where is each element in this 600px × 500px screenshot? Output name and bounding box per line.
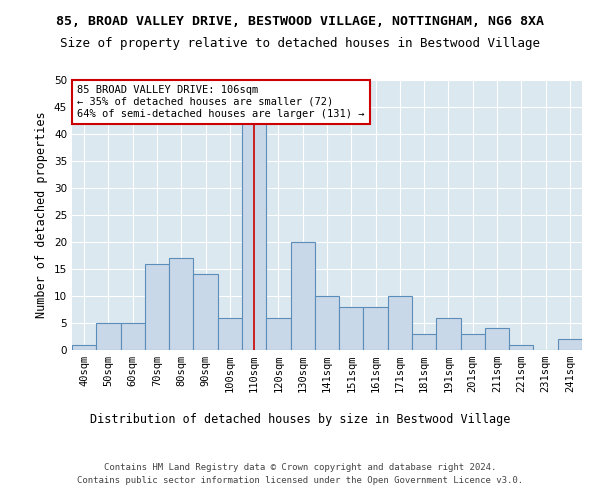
Bar bbox=[339, 307, 364, 350]
Bar bbox=[364, 307, 388, 350]
Bar bbox=[218, 318, 242, 350]
Text: 85, BROAD VALLEY DRIVE, BESTWOOD VILLAGE, NOTTINGHAM, NG6 8XA: 85, BROAD VALLEY DRIVE, BESTWOOD VILLAGE… bbox=[56, 15, 544, 28]
Bar bbox=[558, 339, 582, 350]
Text: Contains HM Land Registry data © Crown copyright and database right 2024.: Contains HM Land Registry data © Crown c… bbox=[104, 462, 496, 471]
Bar bbox=[412, 334, 436, 350]
Bar bbox=[193, 274, 218, 350]
Bar bbox=[242, 96, 266, 350]
Text: Size of property relative to detached houses in Bestwood Village: Size of property relative to detached ho… bbox=[60, 38, 540, 51]
Text: Contains public sector information licensed under the Open Government Licence v3: Contains public sector information licen… bbox=[77, 476, 523, 485]
Bar bbox=[266, 318, 290, 350]
Bar bbox=[72, 344, 96, 350]
Y-axis label: Number of detached properties: Number of detached properties bbox=[35, 112, 49, 318]
Bar bbox=[509, 344, 533, 350]
Bar bbox=[485, 328, 509, 350]
Bar bbox=[96, 323, 121, 350]
Text: 85 BROAD VALLEY DRIVE: 106sqm
← 35% of detached houses are smaller (72)
64% of s: 85 BROAD VALLEY DRIVE: 106sqm ← 35% of d… bbox=[77, 86, 365, 118]
Bar bbox=[436, 318, 461, 350]
Bar bbox=[388, 296, 412, 350]
Bar bbox=[315, 296, 339, 350]
Bar bbox=[461, 334, 485, 350]
Text: Distribution of detached houses by size in Bestwood Village: Distribution of detached houses by size … bbox=[90, 412, 510, 426]
Bar bbox=[145, 264, 169, 350]
Bar bbox=[121, 323, 145, 350]
Bar bbox=[290, 242, 315, 350]
Bar bbox=[169, 258, 193, 350]
